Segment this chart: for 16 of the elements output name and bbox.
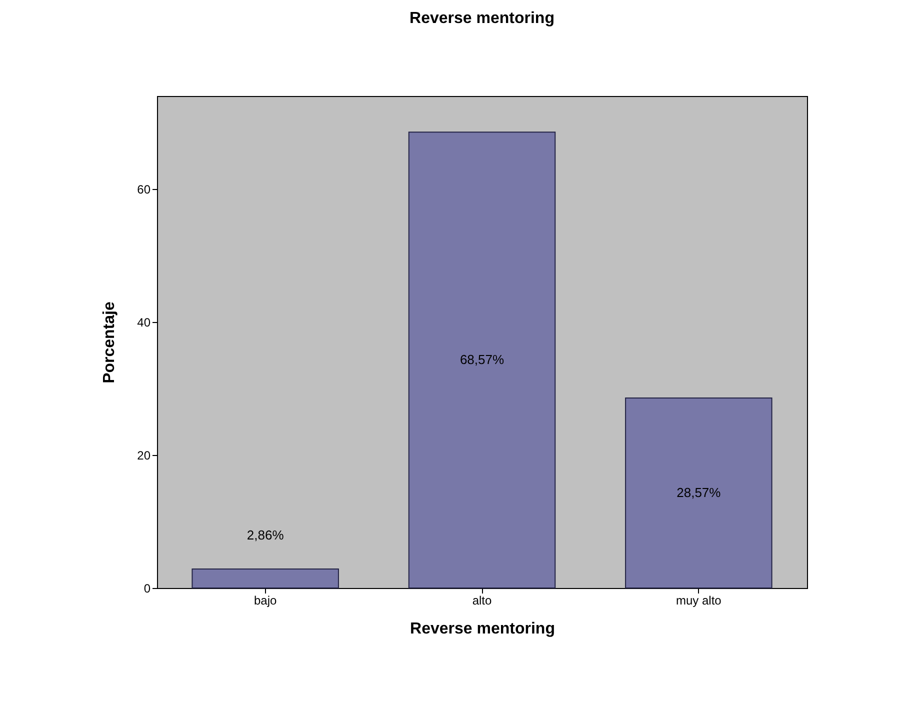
y-tick-label: 40 bbox=[137, 316, 151, 330]
x-tick-label: alto bbox=[472, 594, 492, 608]
x-tick-label: bajo bbox=[254, 594, 278, 608]
data-label: 28,57% bbox=[676, 485, 722, 500]
x-tick-label: muy alto bbox=[676, 594, 722, 608]
y-tick-label: 60 bbox=[137, 182, 151, 197]
chart-title: Reverse mentoring bbox=[410, 10, 554, 27]
y-tick-label: 0 bbox=[144, 582, 151, 596]
data-label: 68,57% bbox=[460, 352, 504, 368]
bar bbox=[408, 132, 556, 588]
bar bbox=[625, 398, 772, 588]
data-label: 2,86% bbox=[246, 528, 284, 543]
x-axis-title: Reverse mentoring bbox=[410, 620, 555, 638]
bar bbox=[192, 568, 339, 588]
y-tick-label: 20 bbox=[137, 448, 151, 463]
y-axis-title: Porcentaje bbox=[101, 301, 118, 384]
